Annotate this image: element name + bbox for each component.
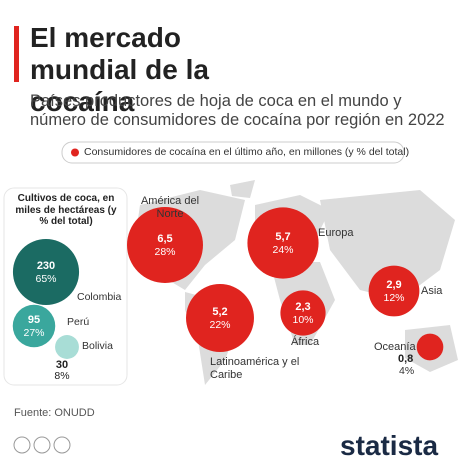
share-label: 12% bbox=[383, 292, 405, 304]
share-label: 28% bbox=[154, 246, 176, 258]
bubble bbox=[247, 207, 319, 279]
coca-value: 30 bbox=[55, 359, 69, 371]
value-label: 6,5 bbox=[157, 233, 173, 245]
country-label: Bolivia bbox=[82, 340, 113, 352]
title: El mercado mundial de la cocaína bbox=[30, 22, 209, 118]
value-label: 2,3 bbox=[295, 301, 311, 313]
coca-share: 65% bbox=[35, 273, 57, 285]
coca-value: 95 bbox=[27, 314, 41, 326]
share-label: 24% bbox=[272, 244, 294, 256]
share-label: 10% bbox=[292, 314, 314, 326]
bubble bbox=[416, 333, 444, 361]
coca-bubble bbox=[12, 238, 80, 306]
region-label: Oceanía bbox=[374, 341, 416, 353]
coca-bubble bbox=[55, 335, 79, 359]
region-label: Asia bbox=[421, 285, 443, 297]
bubble bbox=[368, 265, 420, 317]
legend-label: Consumidores de cocaína en el último año… bbox=[84, 146, 410, 158]
value-label: 5,7 bbox=[275, 231, 291, 243]
bubble bbox=[280, 290, 326, 336]
source: Fuente: ONUDD bbox=[14, 407, 95, 419]
legend-marker bbox=[71, 148, 79, 157]
coca-value: 230 bbox=[36, 260, 56, 272]
region-label: África bbox=[291, 335, 320, 348]
value-label: 5,2 bbox=[212, 306, 228, 318]
value-label: 0,8 bbox=[398, 353, 414, 365]
title-bar bbox=[14, 26, 19, 82]
country-label: Perú bbox=[67, 316, 90, 328]
share-label: 22% bbox=[209, 319, 231, 331]
coca-bubble bbox=[12, 304, 56, 348]
bubble bbox=[127, 207, 203, 283]
coca-share: 27% bbox=[23, 327, 45, 339]
subtitle: Países productores de hoja de coca en el… bbox=[30, 92, 445, 129]
country-label: Colombia bbox=[77, 291, 122, 303]
value-label: 2,9 bbox=[386, 279, 402, 291]
inset-title: Cultivos de coca, en miles de hectáreas … bbox=[15, 193, 117, 227]
region-label: Europa bbox=[318, 227, 354, 239]
region-label: América del Norte bbox=[140, 195, 200, 220]
region-label: Latinoamérica y el Caribe bbox=[210, 356, 300, 381]
bubble bbox=[186, 284, 254, 352]
legend-box bbox=[61, 141, 405, 164]
coca-share: 8% bbox=[54, 370, 70, 382]
footer-icons bbox=[13, 436, 71, 454]
brand: statista bbox=[340, 430, 439, 461]
share-label: 4% bbox=[399, 365, 415, 377]
